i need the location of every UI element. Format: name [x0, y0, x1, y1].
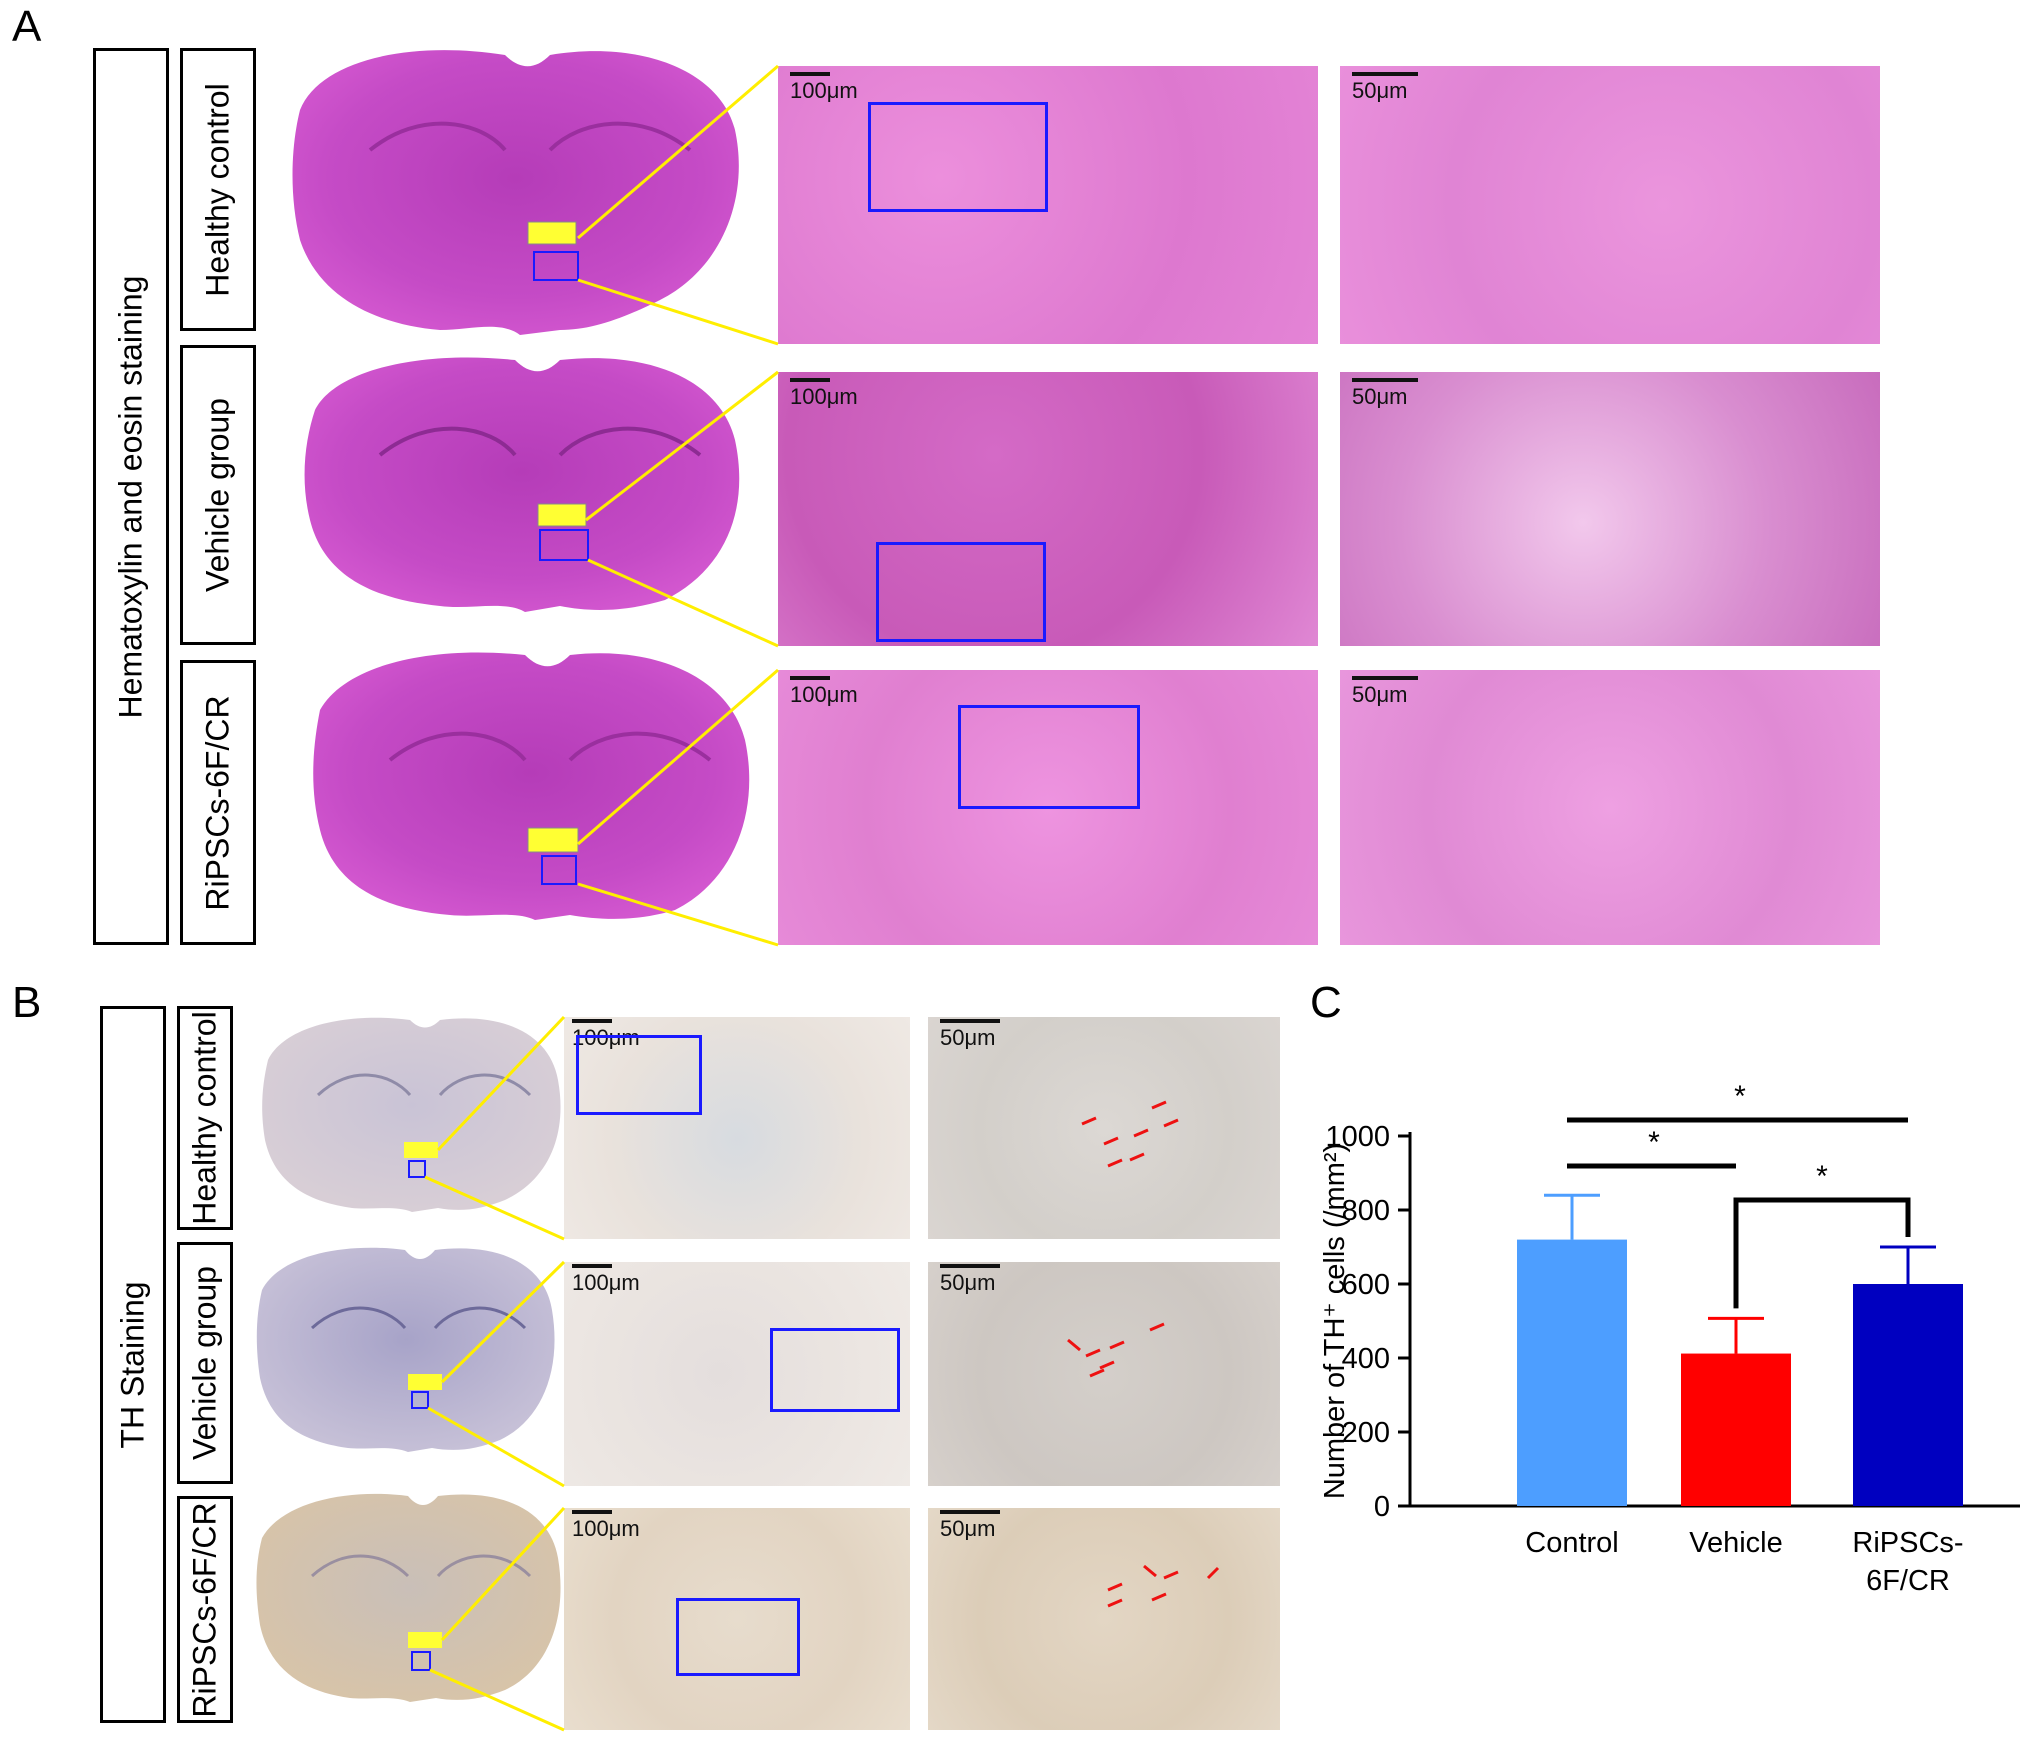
he-group-title-box: Hematoxylin and eosin staining — [93, 48, 169, 945]
he-scale-100-1: 100μm — [790, 78, 858, 103]
he-scale-50-3: 50μm — [1352, 682, 1408, 707]
x-tick-label: 6F/CR — [1866, 1565, 1950, 1597]
th-brain-slice-3 — [256, 1493, 561, 1702]
he-row-label-box-3: RiPSCs-6F/CR — [180, 660, 256, 945]
he-brain-slice-2 — [304, 357, 740, 612]
panel-label-b: B — [12, 978, 42, 1027]
y-axis-label: Number of TH⁺ cells (/mm²) — [1319, 1143, 1351, 1499]
bar-1 — [1681, 1353, 1791, 1506]
th-scale-50-3: 50μm — [940, 1516, 996, 1541]
significance-star: * — [1648, 1126, 1660, 1159]
th-row-label-box-3: RiPSCs-6F/CR — [177, 1496, 233, 1723]
roi-box — [770, 1328, 900, 1412]
he-low-mag-image-1: 100μm — [778, 66, 1318, 344]
th-scale-50-1: 50μm — [940, 1025, 996, 1050]
significance-star: * — [1734, 1080, 1746, 1113]
he-scale-100-3: 100μm — [790, 682, 858, 707]
he-high-mag-image-2: 50μm — [1340, 372, 1880, 646]
he-low-mag-image-2: 100μm — [778, 372, 1318, 646]
he-scale-100-2: 100μm — [790, 384, 858, 409]
he-high-mag-image-3: 50μm — [1340, 670, 1880, 945]
x-tick-label: RiPSCs- — [1852, 1527, 1963, 1559]
th-low-mag-image-2: 100μm — [564, 1262, 910, 1486]
th-high-mag-image-3: 50μm — [928, 1508, 1280, 1730]
th-high-mag-image-1: 50μm — [928, 1017, 1280, 1239]
roi-box — [876, 542, 1046, 642]
th-group-title-box: TH Staining — [100, 1006, 166, 1723]
he-high-mag-image-1: 50μm — [1340, 66, 1880, 344]
y-tick-label: 800 — [1342, 1195, 1390, 1227]
th-low-mag-image-1: 100μm — [564, 1017, 910, 1239]
he-brain-slice-3 — [313, 652, 750, 920]
th-red-arrows — [1067, 1100, 1220, 1608]
roi-box — [576, 1035, 702, 1115]
y-tick-label: 1000 — [1325, 1121, 1390, 1153]
he-scale-50-1: 50μm — [1352, 78, 1408, 103]
th-brain-slice-1 — [262, 1017, 561, 1212]
y-tick-label: 400 — [1342, 1343, 1390, 1375]
th-row-label-box-1: Healthy control — [177, 1006, 233, 1230]
th-scale-100-3: 100μm — [572, 1516, 640, 1541]
th-scale-50-2: 50μm — [940, 1270, 996, 1295]
x-tick-label: Vehicle — [1689, 1527, 1783, 1559]
roi-box — [676, 1598, 800, 1676]
panel-label-a: A — [12, 2, 42, 51]
th-high-mag-image-2: 50μm — [928, 1262, 1280, 1486]
he-row-label-box-2: Vehicle group — [180, 345, 256, 645]
he-row-label-box-1: Healthy control — [180, 48, 256, 331]
panel-label-c: C — [1310, 978, 1342, 1027]
th-scale-100-2: 100μm — [572, 1270, 640, 1295]
significance-bracket-vehicle-ripsc — [1733, 1197, 1911, 1309]
he-low-mag-image-3: 100μm — [778, 670, 1318, 945]
he-brain-slice-1 — [292, 50, 739, 336]
y-tick-label: 600 — [1342, 1269, 1390, 1301]
th-low-mag-image-3: 100μm — [564, 1508, 910, 1730]
th-brain-slice-2 — [256, 1247, 555, 1452]
he-scale-50-2: 50μm — [1352, 384, 1408, 409]
y-tick-label: 0 — [1374, 1491, 1390, 1523]
roi-box — [958, 705, 1140, 809]
th-row-label-box-2: Vehicle group — [177, 1242, 233, 1484]
bar-2 — [1853, 1284, 1963, 1506]
significance-star: * — [1816, 1160, 1828, 1193]
y-tick-label: 200 — [1342, 1417, 1390, 1449]
x-tick-label: Control — [1525, 1527, 1619, 1559]
roi-box — [868, 102, 1048, 212]
bar-0 — [1517, 1239, 1627, 1506]
